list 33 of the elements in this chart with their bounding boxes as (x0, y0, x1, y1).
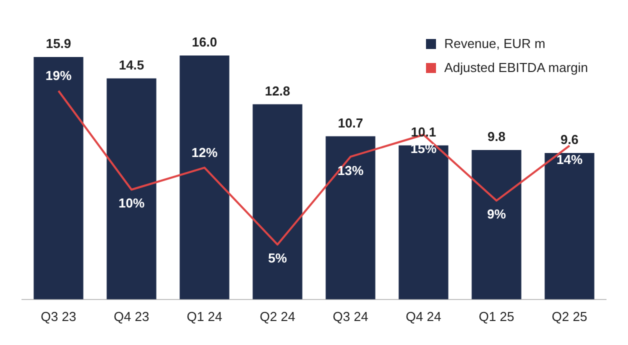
bar (180, 55, 230, 300)
x-tick-label: Q3 23 (40, 308, 76, 324)
x-tick-label: Q2 25 (552, 308, 588, 324)
data-label: 13% (337, 162, 364, 178)
data-label: 15.9 (46, 36, 72, 52)
data-label: 10% (118, 196, 145, 211)
data-label: 5% (268, 250, 288, 266)
data-label: 9.8 (487, 129, 506, 144)
data-label: 10.7 (338, 115, 364, 130)
x-tick-label: Q1 25 (478, 308, 514, 324)
x-tick-label: Q4 24 (406, 308, 442, 324)
data-label: 12.8 (264, 83, 290, 98)
legend-label: Revenue, EUR m (443, 36, 546, 51)
x-tick-label: Q2 24 (260, 308, 296, 324)
bar (252, 104, 302, 300)
data-label: 9% (487, 206, 506, 222)
data-label: 16.0 (192, 34, 218, 50)
bar (326, 136, 376, 300)
data-label: 19% (45, 68, 72, 83)
bar (106, 78, 156, 300)
data-label: 10.1 (410, 124, 436, 140)
legend-label: Adjusted EBITDA margin (443, 60, 588, 75)
bar (544, 153, 594, 300)
data-label: 12% (191, 144, 218, 160)
x-tick-label: Q4 23 (114, 308, 150, 324)
bar (398, 145, 448, 300)
data-label: 14% (556, 152, 583, 167)
x-tick-label: Q1 24 (186, 308, 222, 324)
x-tick-label: Q3 24 (332, 308, 368, 324)
data-label: 14.5 (118, 57, 144, 72)
bar (34, 57, 84, 300)
bar (472, 150, 522, 300)
data-label: 9.6 (560, 132, 579, 148)
